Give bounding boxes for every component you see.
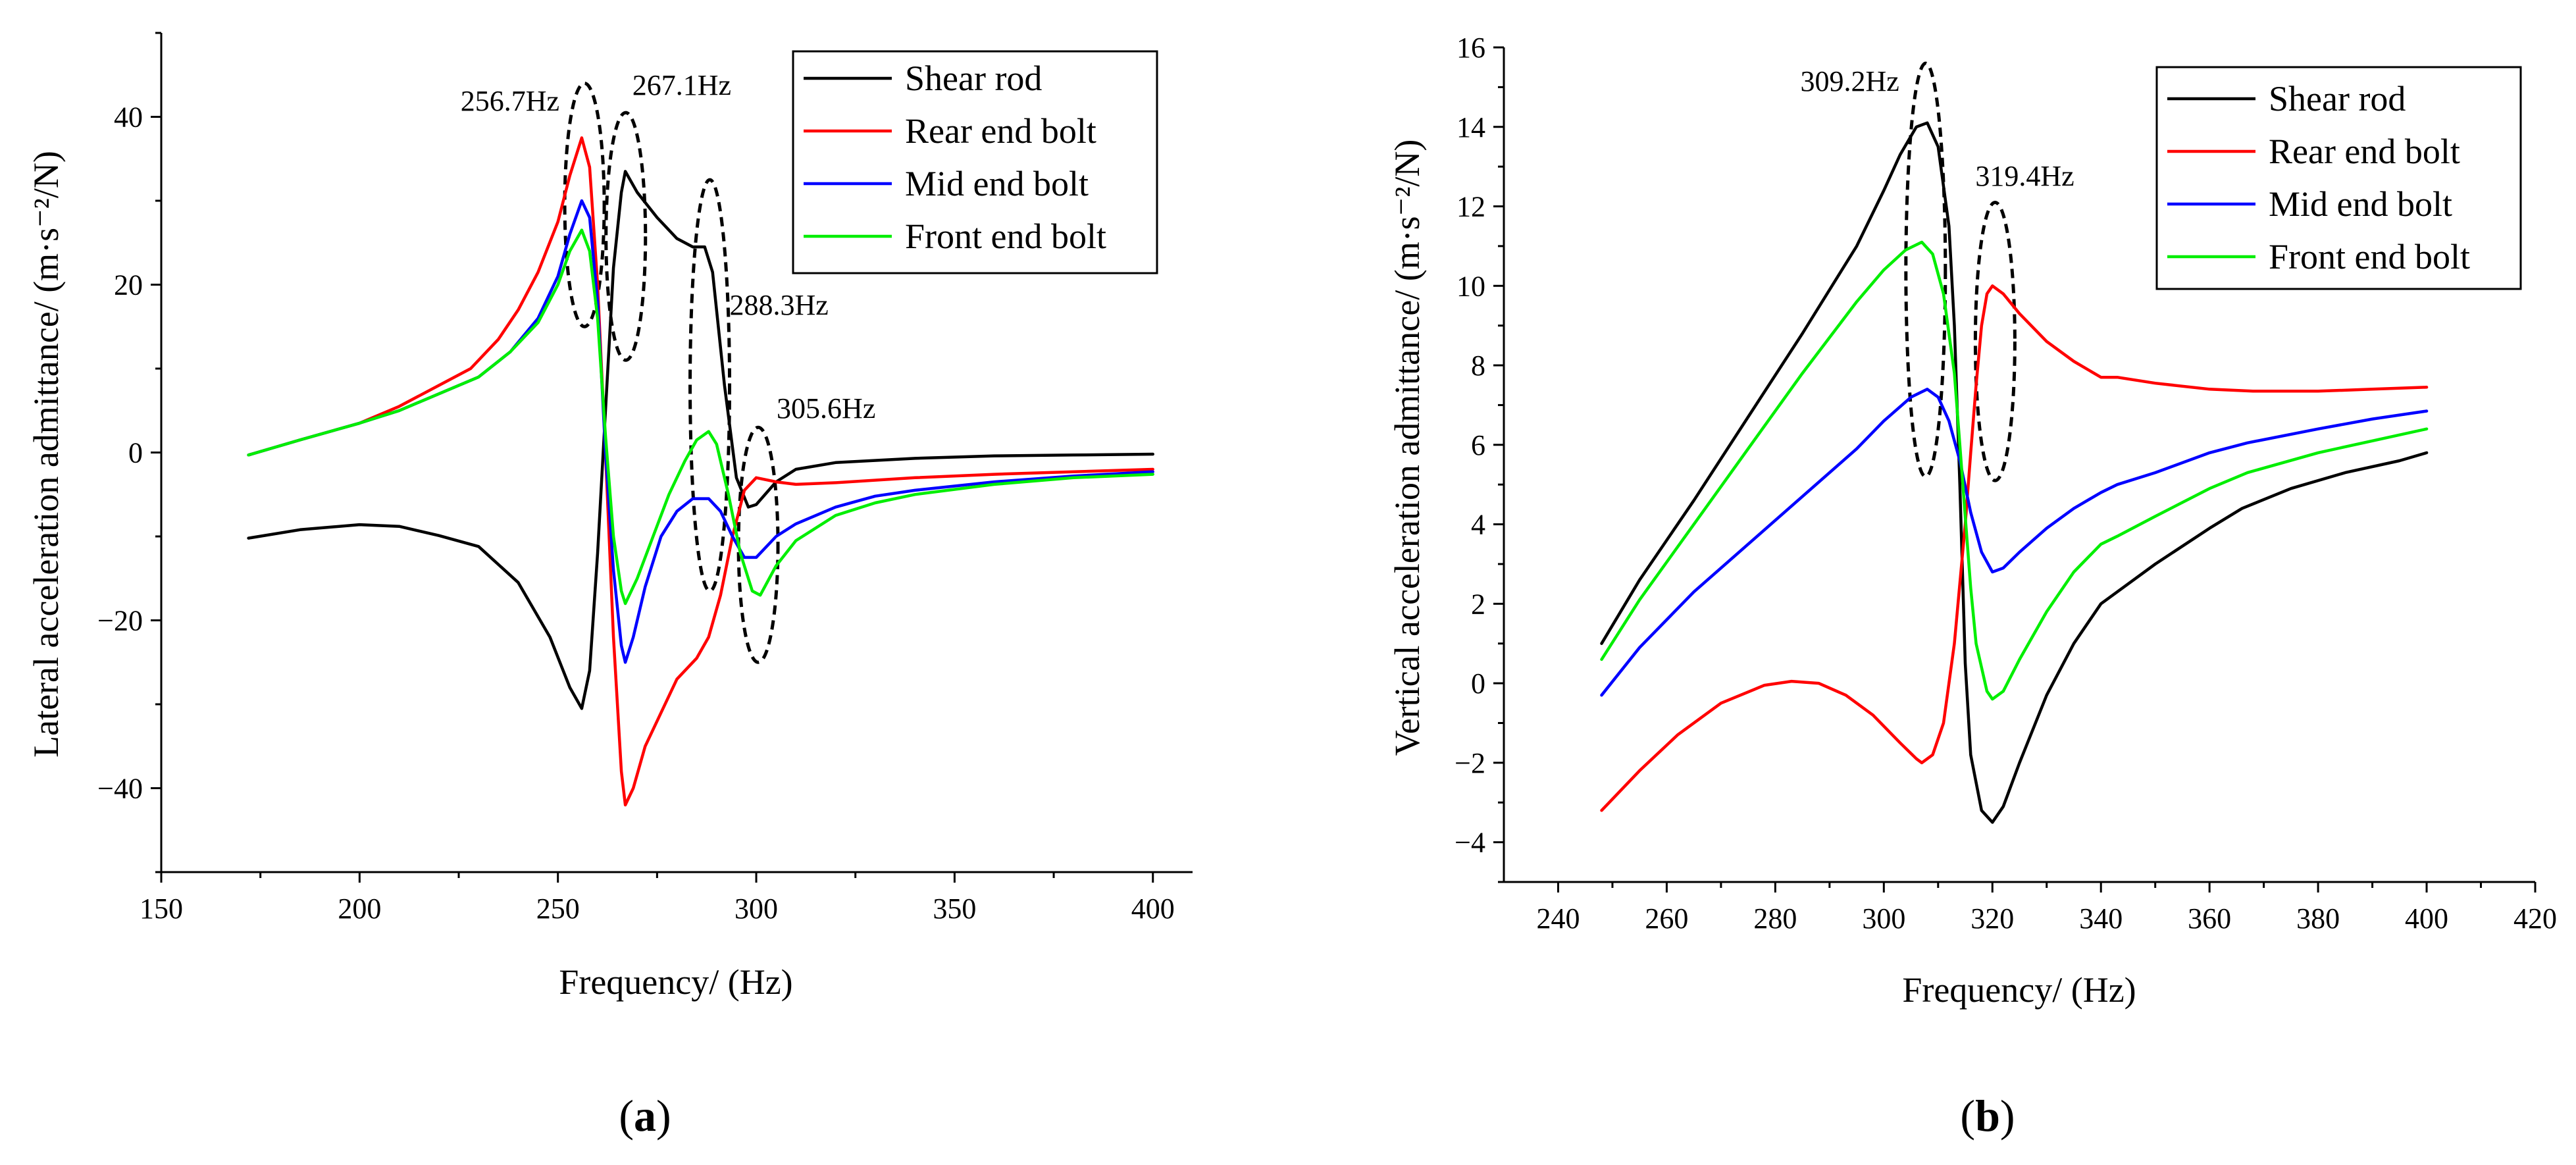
chart-a-legend-label-rear-end-bolt: Rear end bolt xyxy=(905,111,1096,151)
chart-b-x-tick-label: 360 xyxy=(2188,902,2231,935)
chart-b-y-tick-label: 6 xyxy=(1471,429,1485,461)
chart-b-y-tick-label: −2 xyxy=(1455,747,1485,779)
chart-a-annotation-label: 267.1Hz xyxy=(632,69,731,101)
chart-b-y-axis-title: Vertical acceleration admittance/ (m·s⁻²… xyxy=(1387,140,1427,756)
chart-b-legend-label-mid-end-bolt: Mid end bolt xyxy=(2269,184,2452,224)
chart-b-y-tick-label: 16 xyxy=(1456,32,1485,64)
chart-b-x-tick-label: 300 xyxy=(1862,902,1905,935)
chart-a-x-tick-label: 400 xyxy=(1131,893,1175,925)
chart-a: 150 200 250 300 350 400 −40 −20 0 20 40 256.7Hz 267… xyxy=(26,32,1193,1141)
chart-b-axes: 240 260 280 300 320 340 360 380 400 420 −4 −2 0 2 4 6 8 1… xyxy=(1455,32,2557,935)
chart-b-annotation-label: 309.2Hz xyxy=(1801,65,1899,97)
chart-a-x-tick-label: 150 xyxy=(140,893,183,925)
chart-b-y-tick-label: −4 xyxy=(1455,827,1485,859)
chart-a-legend-label-front-end-bolt: Front end bolt xyxy=(905,217,1106,256)
chart-b-x-tick-label: 400 xyxy=(2405,902,2448,935)
chart-a-series-shear-rod xyxy=(247,170,1154,710)
chart-b-annotation-label: 319.4Hz xyxy=(1975,160,2074,192)
chart-a-panel-label: (a) xyxy=(619,1091,671,1141)
chart-b-series xyxy=(1600,121,2429,824)
chart-b-y-tick-label: 12 xyxy=(1456,191,1485,223)
chart-b-y-tick-label: 2 xyxy=(1471,588,1485,620)
chart-a-x-tick-label: 350 xyxy=(933,893,976,925)
chart-b-legend-label-rear-end-bolt: Rear end bolt xyxy=(2269,132,2460,171)
chart-a-series xyxy=(247,136,1154,807)
chart-a-x-tick-label: 300 xyxy=(734,893,778,925)
chart-b-panel-label: (b) xyxy=(1960,1091,2015,1141)
chart-b-x-tick-label: 340 xyxy=(2079,902,2123,935)
chart-a-x-tick-label: 250 xyxy=(536,893,580,925)
chart-b-series-mid-end-bolt xyxy=(1600,388,2429,697)
chart-a-annotations: 256.7Hz 267.1Hz 288.3Hz 305.6Hz xyxy=(461,69,875,664)
chart-b-x-tick-label: 280 xyxy=(1753,902,1797,935)
chart-b-x-axis-title: Frequency/ (Hz) xyxy=(1902,970,2136,1010)
chart-a-legend-label-mid-end-bolt: Mid end bolt xyxy=(905,164,1089,203)
chart-a-y-tick-label: −20 xyxy=(97,605,143,637)
chart-b-y-tick-label: 10 xyxy=(1456,270,1485,302)
chart-a-y-tick-label: 40 xyxy=(114,101,143,134)
chart-b-annotations: 309.2Hz 319.4Hz xyxy=(1801,61,2074,482)
chart-a-y-tick-label: 20 xyxy=(114,269,143,301)
chart-b-legend-label-shear-rod: Shear rod xyxy=(2269,79,2406,118)
chart-a-annotation-ellipse xyxy=(604,111,648,362)
chart-b-x-tick-label: 320 xyxy=(1971,902,2014,935)
chart-b-legend-label-front-end-bolt: Front end bolt xyxy=(2269,237,2470,276)
chart-b-x-tick-label: 420 xyxy=(2513,902,2557,935)
chart-b-x-tick-label: 380 xyxy=(2296,902,2340,935)
chart-b-x-tick-label: 260 xyxy=(1645,902,1688,935)
chart-a-annotation-label: 256.7Hz xyxy=(461,85,559,117)
chart-a-y-axis-title: Lateral acceleration admittance/ (m·s⁻²/… xyxy=(26,151,66,758)
chart-b-y-tick-label: 0 xyxy=(1471,667,1485,700)
chart-b-y-tick-label: 4 xyxy=(1471,509,1485,541)
chart-a-legend: Shear rod Rear end bolt Mid end bolt Front … xyxy=(792,50,1158,274)
chart-a-annotation-ellipse xyxy=(563,82,606,328)
chart-a-annotation-ellipse xyxy=(688,178,732,593)
chart-b: 240 260 280 300 320 340 360 380 400 420 −4 −2 0 2 4 6 8 1… xyxy=(1387,32,2557,1141)
chart-a-annotation-label: 305.6Hz xyxy=(777,392,875,425)
chart-b-annotation-ellipse xyxy=(1973,200,2017,482)
chart-a-annotation-label: 288.3Hz xyxy=(730,289,829,321)
chart-b-y-tick-label: 8 xyxy=(1471,350,1485,382)
chart-a-x-tick-label: 200 xyxy=(338,893,381,925)
chart-b-series-rear-end-bolt xyxy=(1600,284,2429,812)
chart-a-series-rear-end-bolt xyxy=(247,136,1154,807)
chart-b-legend: Shear rod Rear end bolt Mid end bolt Front … xyxy=(2155,66,2522,290)
chart-a-series-front-end-bolt xyxy=(247,228,1154,606)
chart-a-legend-label-shear-rod: Shear rod xyxy=(905,59,1042,98)
chart-b-x-tick-label: 240 xyxy=(1536,902,1580,935)
chart-a-axes: 150 200 250 300 350 400 −40 −20 0 20 40 xyxy=(97,32,1193,925)
chart-b-y-tick-label: 14 xyxy=(1456,111,1485,143)
chart-b-series-shear-rod xyxy=(1600,121,2429,824)
chart-a-y-tick-label: −40 xyxy=(97,773,143,805)
chart-b-legend-box xyxy=(2155,66,2522,290)
chart-a-x-axis-title: Frequency/ (Hz) xyxy=(559,962,792,1002)
chart-a-annotation-ellipse xyxy=(736,425,780,664)
chart-b-series-front-end-bolt xyxy=(1600,240,2429,701)
chart-b-annotation-ellipse xyxy=(1904,61,1947,479)
chart-a-y-tick-label: 0 xyxy=(128,437,143,469)
